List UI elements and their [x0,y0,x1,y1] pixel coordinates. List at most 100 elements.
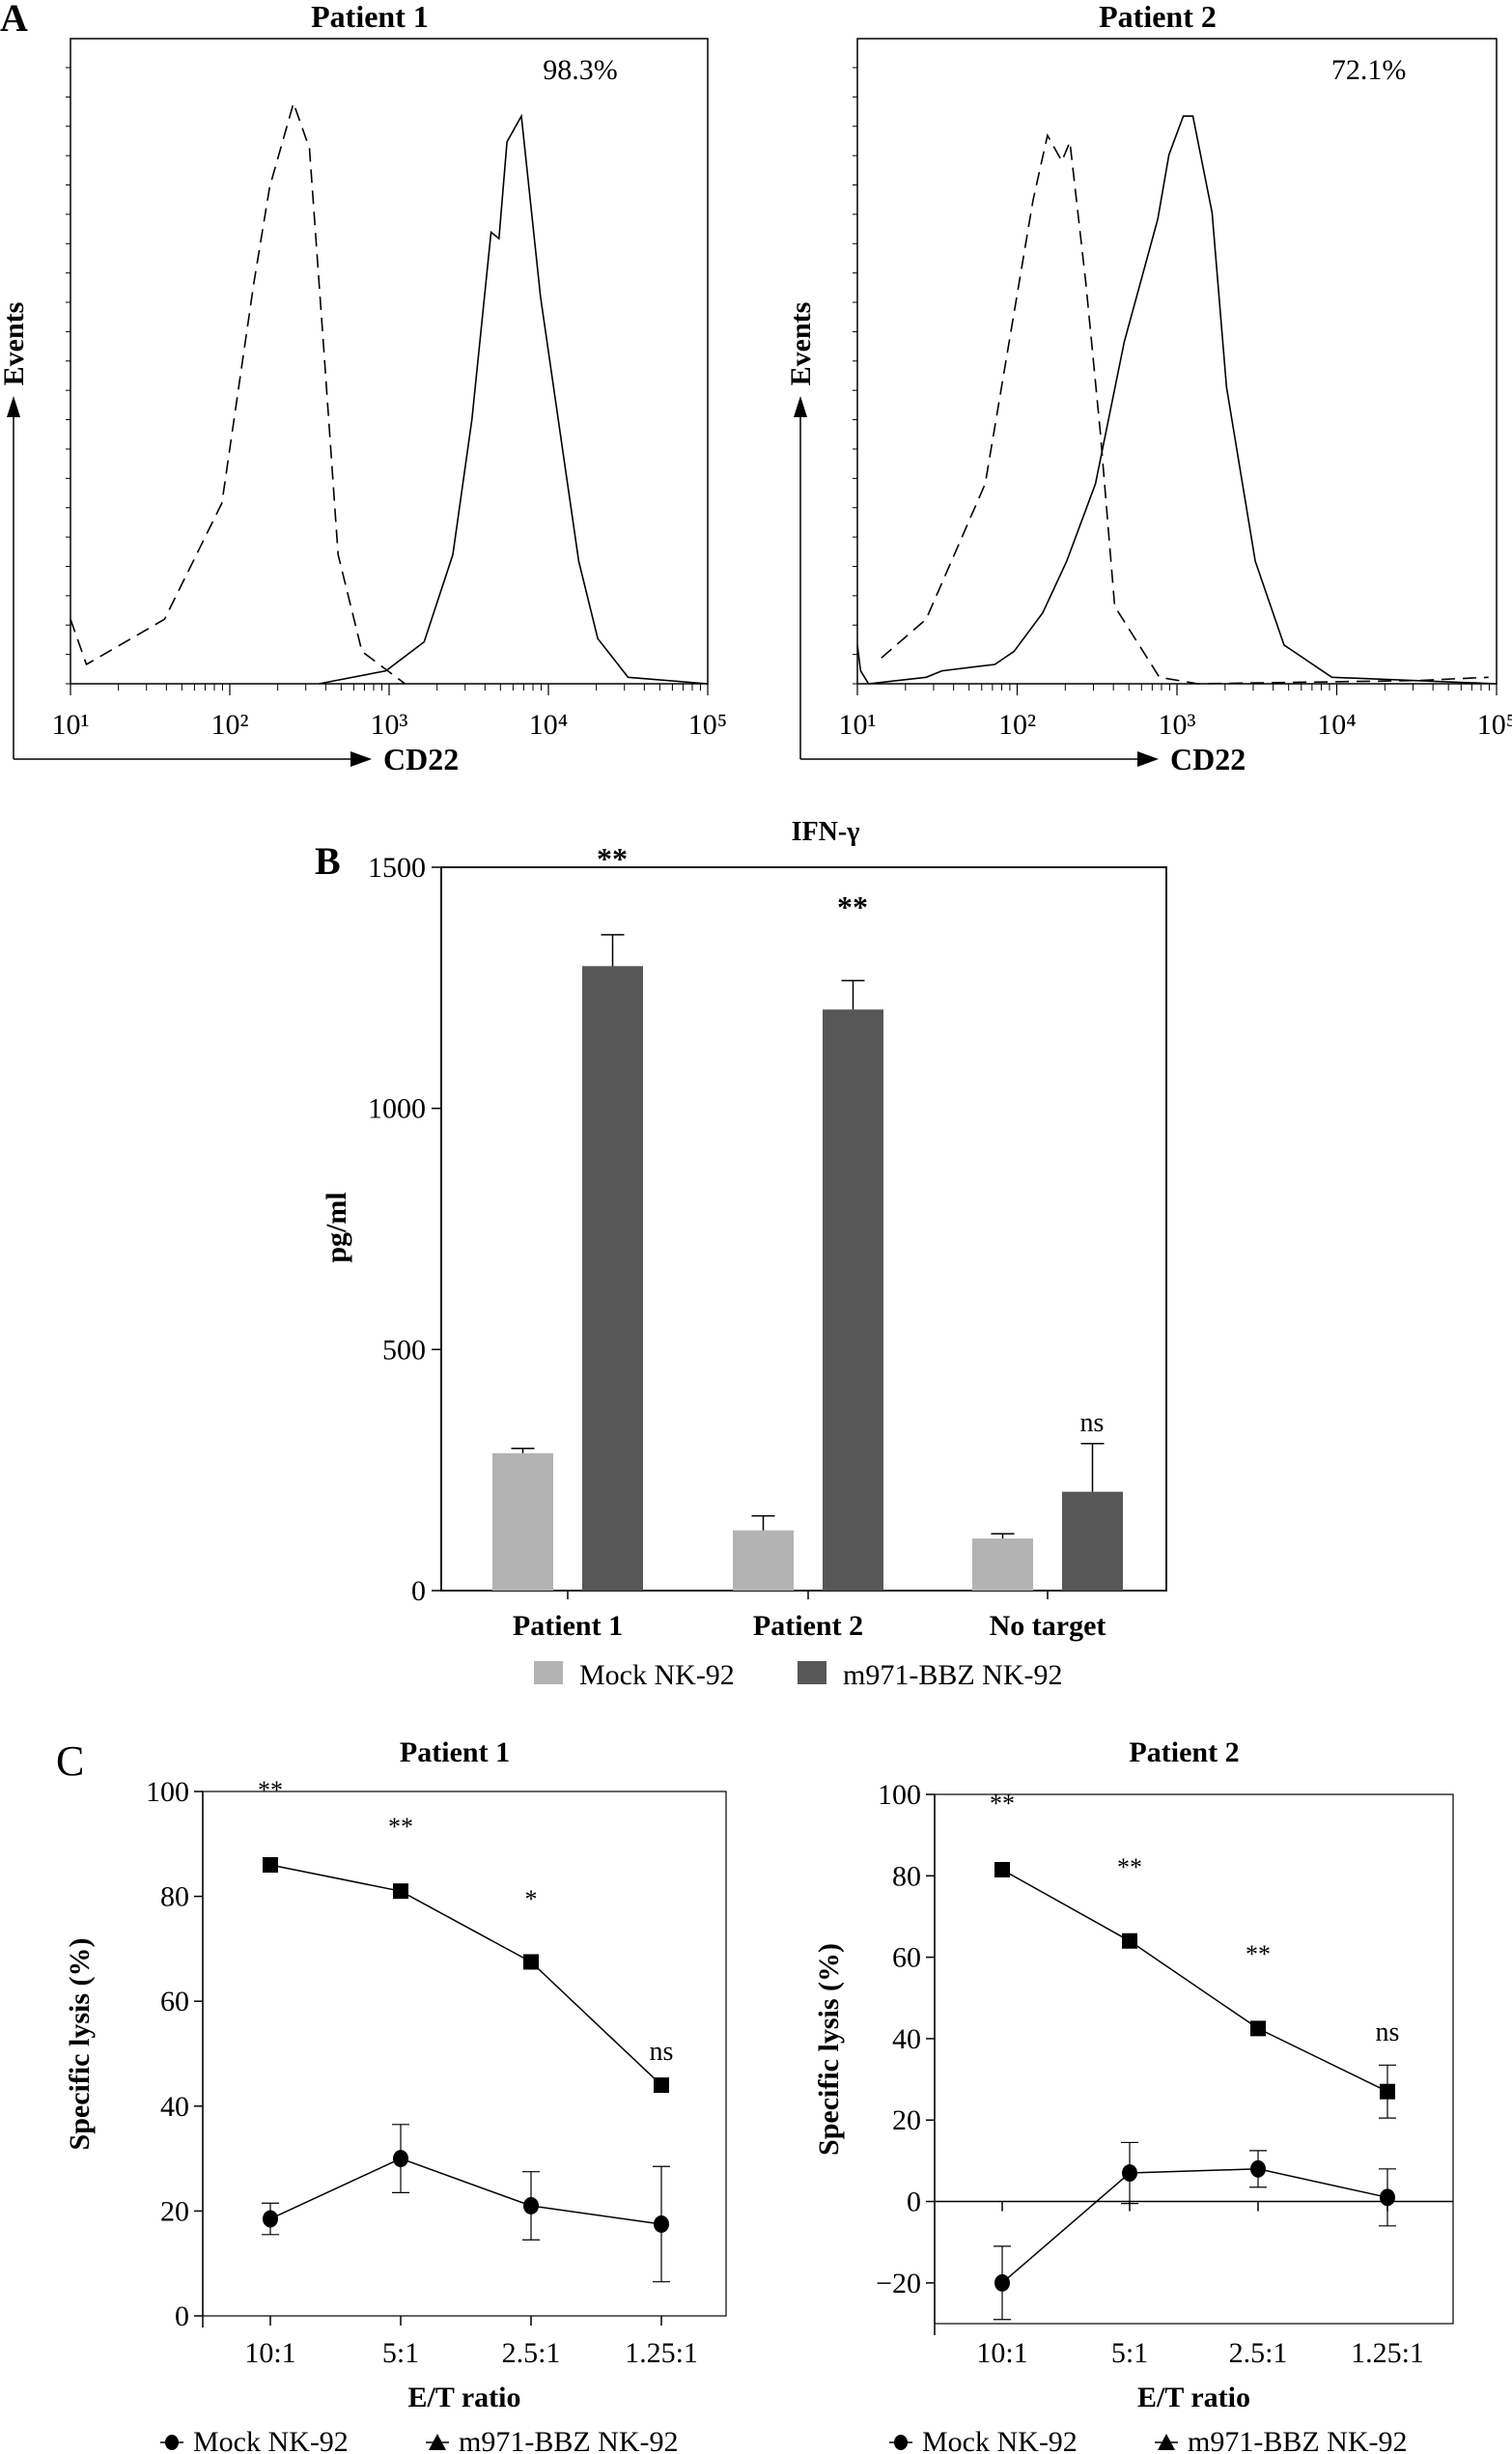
x-axis-label: CD22 [1170,742,1246,776]
data-point-square [393,1883,408,1900]
data-point-square [654,2077,669,2094]
significance-label: ** [1246,1940,1271,1968]
legend-swatch [534,1661,563,1684]
y-tick-label: 0 [411,1575,426,1607]
x-tick-label: 10² [211,709,249,741]
significance-label: ns [1376,2017,1400,2047]
x-tick-label: 2.5:1 [502,2337,561,2369]
legend-label: Mock NK-92 [193,2426,349,2454]
data-point-square [994,1861,1010,1877]
x-tick-label: 2.5:1 [1229,2337,1288,2369]
bar [823,1009,883,1591]
x-tick-label: 10⁴ [1317,709,1356,741]
data-point-square [1122,1932,1137,1949]
legend-circle-icon [894,2435,908,2450]
significance-label: ** [1117,1853,1142,1881]
x-axis-label: E/T ratio [1137,2382,1250,2413]
significance-label: ** [597,841,628,876]
y-tick-label: 80 [160,1881,189,1913]
x-tick-label: 10:1 [976,2337,1027,2369]
significance-label: ** [837,889,868,924]
data-point-circle [654,2214,669,2233]
legend-swatch [798,1661,826,1684]
chart-title: IFN-γ [792,817,860,847]
data-point-circle [1122,2164,1137,2183]
x-tick-label: 10³ [1159,709,1196,741]
bar [733,1530,794,1591]
x-tick-label: 10¹ [52,709,90,741]
significance-label: ns [1080,1408,1105,1438]
y-tick-label: 40 [892,2023,921,2055]
y-tick-label: 100 [146,1776,189,1808]
bar [582,966,643,1591]
legend-label: m971-BBZ NK-92 [459,2426,679,2454]
x-tick-label: 10² [998,709,1036,741]
plot-frame [440,866,1167,1592]
y-tick-label: 20 [892,2104,921,2136]
plot-frame [70,38,709,685]
y-axis-label: Specific lysis (%) [64,1938,96,2151]
plot-frame [934,1793,1454,2325]
panel-label-c: C [56,1737,84,1785]
data-point-circle [523,2196,539,2214]
y-tick-label: 60 [892,1942,921,1974]
y-tick-label: 0 [175,2300,189,2332]
x-tick-label: 1.25:1 [1351,2337,1424,2369]
legend-label: Mock NK-92 [579,1659,735,1691]
legend-label: Mock NK-92 [922,2426,1078,2454]
significance-label: ** [388,1813,413,1841]
series-line [1001,1869,1388,2093]
series-line [269,1864,662,2086]
x-tick-label: 10⁵ [1477,709,1512,741]
x-tick-label: No target [990,1610,1106,1642]
bar [1062,1491,1123,1591]
x-tick-label: 5:1 [1111,2337,1148,2369]
bar [972,1538,1033,1591]
data-point-circle [1250,2159,1266,2178]
arrow-up-icon [7,396,20,417]
significance-label: ** [990,1790,1015,1818]
legend-triangle-icon [1158,2434,1175,2450]
y-tick-label: 60 [160,1986,189,2017]
legend-triangle-icon [429,2434,446,2450]
x-tick-label: Patient 2 [753,1610,863,1642]
percent-positive-annotation: 98.3% [543,54,618,86]
y-tick-label: 100 [878,1779,921,1811]
control-histogram-dashed [70,100,406,685]
x-tick-label: 10:1 [244,2337,295,2369]
x-tick-label: 5:1 [382,2337,419,2369]
series-line [269,2158,662,2225]
y-tick-label: 1000 [368,1093,426,1125]
y-tick-label: 1500 [368,852,426,884]
data-point-square [1380,2083,1395,2100]
arrow-right-icon [1137,751,1159,767]
chart-title: Patient 1 [400,1736,510,1768]
data-point-square [1250,2020,1266,2037]
cd22-histogram-solid [319,113,709,685]
chart-title: Patient 2 [1129,1736,1239,1768]
legend-label: m971-BBZ NK-92 [843,1659,1063,1691]
significance-label: * [525,1885,538,1913]
control-histogram-dashed [881,132,1489,685]
y-tick-label: 500 [382,1334,426,1366]
arrow-up-icon [794,396,807,417]
cd22-histogram-solid [856,115,1498,685]
significance-label: ** [258,1776,283,1804]
data-point-circle [263,2210,278,2228]
series-line [1001,2168,1388,2284]
y-axis-label: pg/ml [321,1192,352,1262]
x-tick-label: 10³ [371,709,408,741]
arrow-right-icon [350,751,372,767]
plot-frame [202,1791,727,2317]
panel-label-b: B [315,839,341,883]
data-point-square [523,1954,539,1970]
y-axis-label: Events [0,302,30,386]
x-tick-label: 10⁵ [688,709,727,741]
x-tick-label: Patient 1 [513,1610,623,1642]
histogram-title: Patient 2 [1099,0,1217,34]
histogram-title: Patient 1 [311,0,429,34]
percent-positive-annotation: 72.1% [1331,54,1407,86]
y-tick-label: 0 [907,2186,921,2218]
y-axis-label: Specific lysis (%) [813,1943,845,2156]
